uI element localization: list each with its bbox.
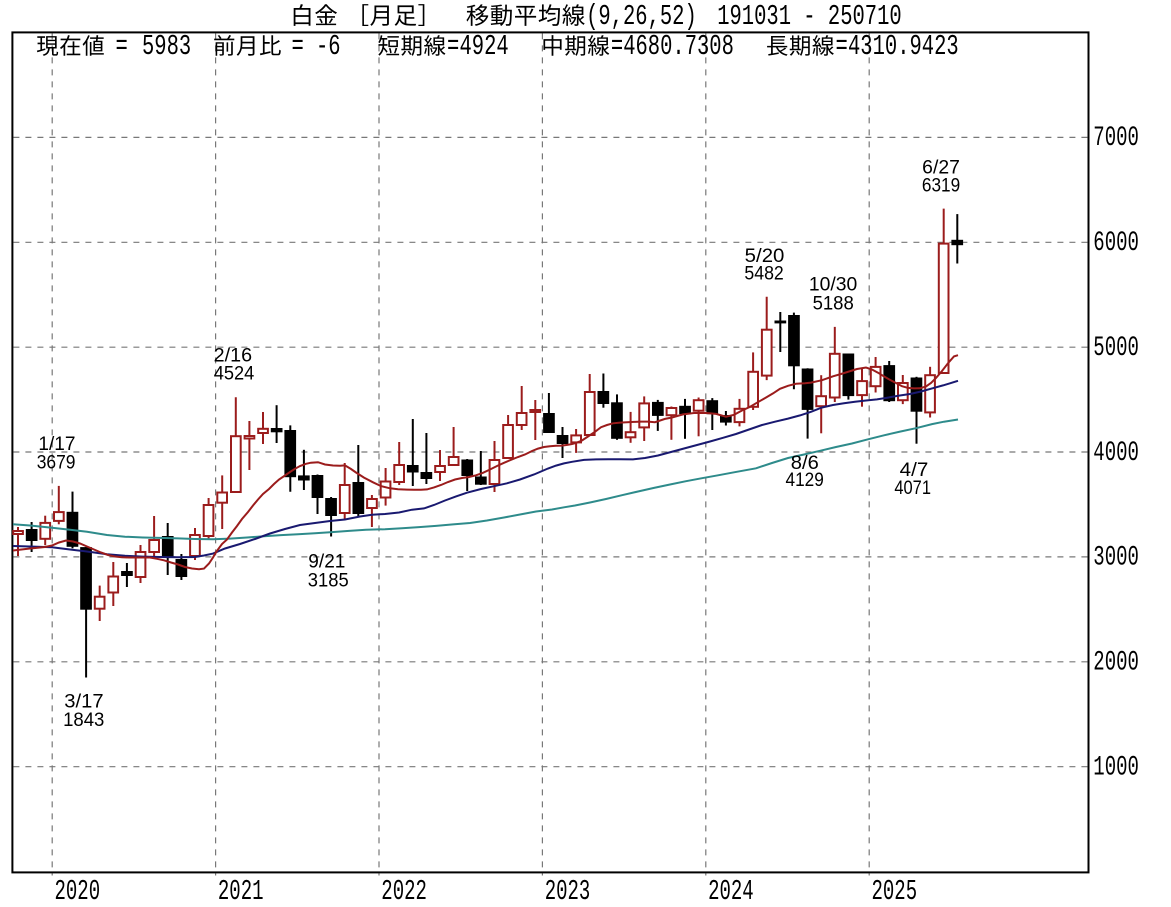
svg-text:3/17: 3/17 [64, 692, 103, 713]
svg-text:10/30: 10/30 [809, 275, 857, 296]
svg-text:5000: 5000 [1093, 333, 1139, 365]
svg-text:=: = [447, 31, 459, 63]
svg-text:6319: 6319 [922, 176, 960, 197]
svg-text:=: = [836, 31, 848, 63]
svg-text:=: = [116, 31, 128, 63]
svg-text:2024: 2024 [708, 877, 754, 902]
svg-text:3000: 3000 [1093, 542, 1139, 574]
svg-text:=: = [292, 31, 304, 63]
svg-text:6/27: 6/27 [922, 157, 960, 178]
svg-text:(9,26,52): (9,26,52) [586, 1, 697, 33]
svg-text:4071: 4071 [894, 478, 931, 499]
svg-text:3185: 3185 [308, 570, 349, 591]
svg-text:2/16: 2/16 [214, 346, 252, 367]
svg-text:4/7: 4/7 [900, 460, 929, 481]
svg-text:4524: 4524 [214, 364, 255, 385]
svg-text:-: - [803, 1, 815, 33]
svg-text:2023: 2023 [545, 877, 591, 902]
svg-text:7000: 7000 [1093, 123, 1139, 155]
svg-text:4924: 4924 [460, 31, 509, 63]
svg-text:2022: 2022 [381, 877, 427, 902]
svg-text:2025: 2025 [872, 877, 918, 902]
svg-text:1000: 1000 [1093, 752, 1139, 784]
svg-text:2020: 2020 [55, 877, 101, 902]
svg-text:3679: 3679 [37, 452, 76, 473]
svg-text:4000: 4000 [1093, 438, 1139, 470]
svg-text:8/6: 8/6 [791, 453, 819, 474]
svg-text:4310.9423: 4310.9423 [848, 31, 959, 63]
svg-text:250710: 250710 [828, 1, 902, 33]
svg-text:=: = [611, 31, 623, 63]
svg-text:4129: 4129 [786, 470, 824, 491]
svg-text:5482: 5482 [744, 263, 783, 284]
svg-text:2021: 2021 [218, 877, 264, 902]
svg-text:4680.7308: 4680.7308 [623, 31, 734, 63]
svg-text:6000: 6000 [1093, 228, 1139, 260]
svg-text:2000: 2000 [1093, 647, 1139, 679]
svg-text:9/21: 9/21 [308, 552, 345, 573]
svg-text:191031: 191031 [717, 1, 791, 33]
svg-text:1843: 1843 [63, 710, 104, 731]
svg-text:5188: 5188 [813, 294, 854, 315]
svg-text:-6: -6 [316, 31, 341, 63]
svg-text:5/20: 5/20 [745, 246, 785, 267]
svg-text:1/17: 1/17 [38, 434, 75, 455]
svg-text:5983: 5983 [142, 31, 191, 63]
